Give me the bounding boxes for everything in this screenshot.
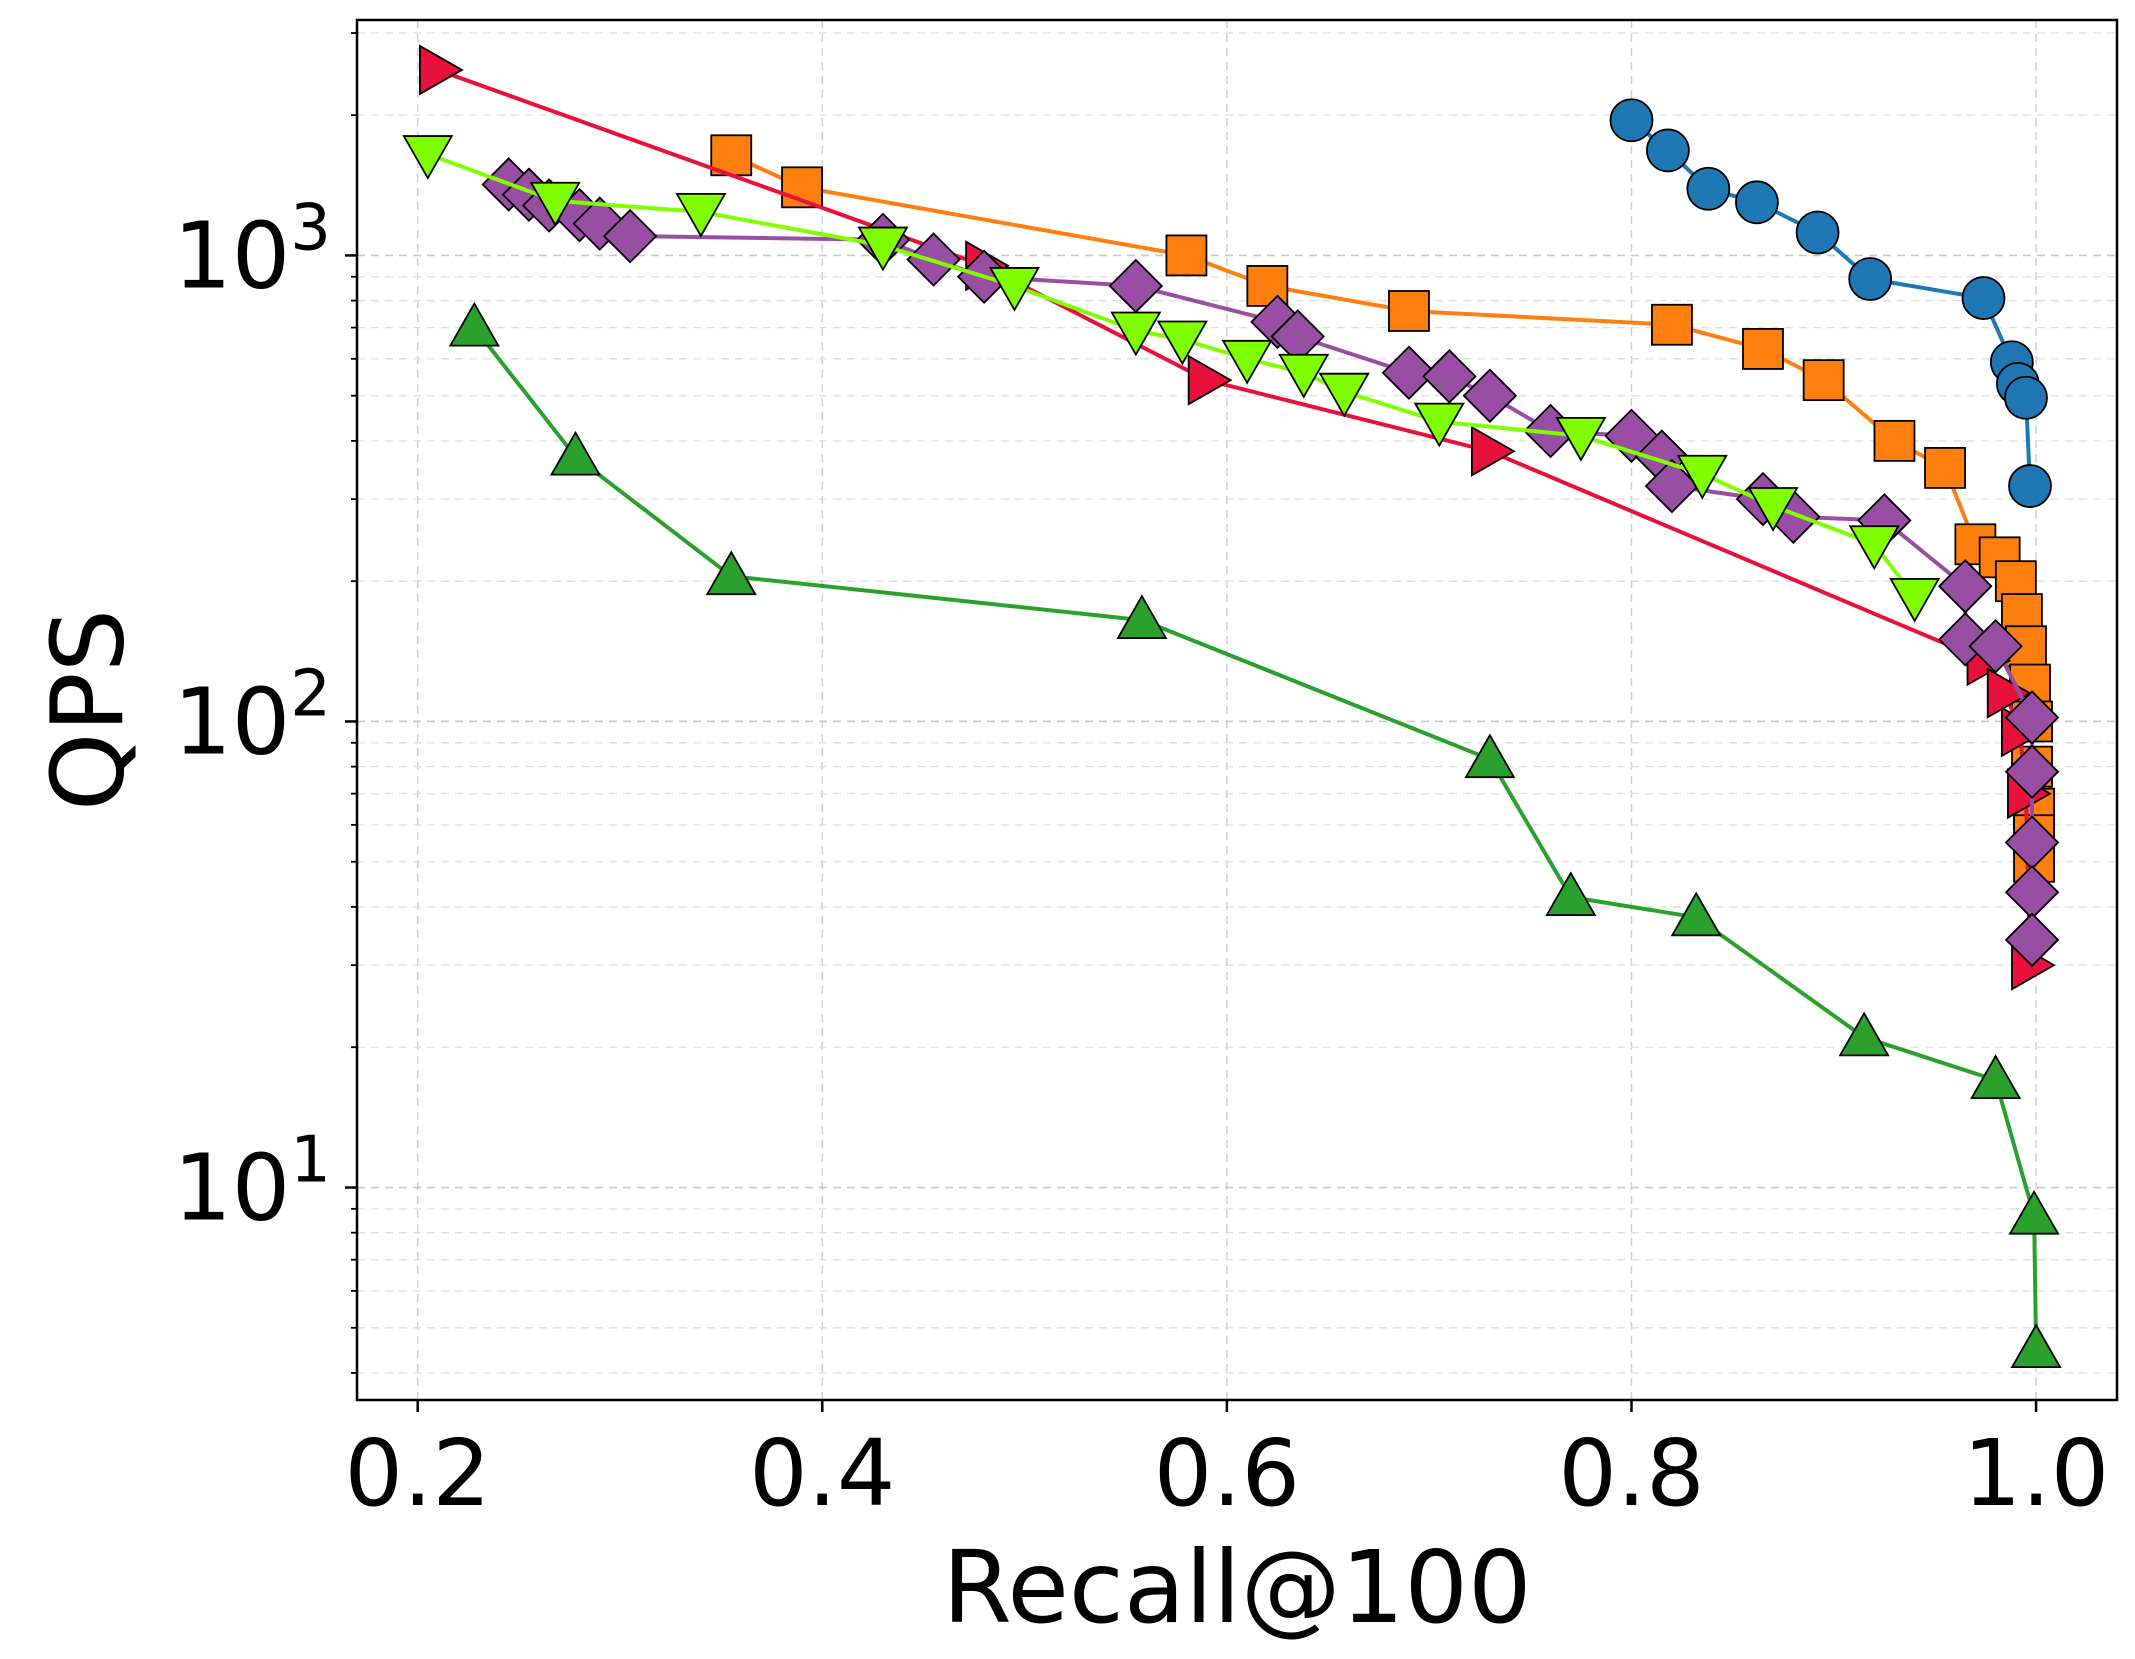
series-orange-square-point <box>1388 290 1430 332</box>
series-red-triangle-right-point <box>1986 667 2032 719</box>
y-tick-base: 10 <box>173 202 290 309</box>
y-tick-exponent: 3 <box>290 191 331 265</box>
y-tick-exponent: 2 <box>290 657 331 731</box>
series-blue-circle-point <box>1609 98 1654 143</box>
series-green-triangle-up-point <box>1116 594 1168 640</box>
series-lime-triangle-down-point <box>1848 525 1900 571</box>
series-blue-circle-point <box>1961 276 2006 320</box>
series-purple-diamond-point <box>2004 690 2060 745</box>
series-green-triangle-up-point <box>448 301 500 347</box>
series-layer <box>402 44 2062 1369</box>
series-red-triangle-right-point <box>419 44 464 96</box>
series-lime-triangle-down <box>402 135 1941 623</box>
series-purple-diamond-point <box>602 208 658 264</box>
series-green-triangle-up-point <box>549 430 602 476</box>
series-blue-circle-point <box>1645 128 1690 173</box>
series-lime-triangle-down-point <box>1156 320 1208 366</box>
series-purple-diamond-point <box>2004 744 2060 800</box>
series-lime-triangle-down-point <box>857 226 909 272</box>
x-tick-label: 0.8 <box>1558 1420 1704 1527</box>
series-blue-circle-point <box>2004 375 2048 420</box>
series-orange-square-point <box>1924 447 1966 489</box>
series-lime-triangle-down-point <box>402 135 454 180</box>
y-tick-label: 103 <box>173 191 331 309</box>
series-lime-triangle-down-point <box>1278 353 1330 399</box>
series-purple-diamond-point <box>1968 618 2023 674</box>
x-tick-label: 0.4 <box>749 1420 895 1527</box>
y-tick-base: 10 <box>173 668 290 775</box>
series-lime-triangle-down-point <box>1747 487 1799 532</box>
series-green-triangle-up-point <box>2008 1189 2060 1235</box>
series-lime-triangle-down-line <box>427 152 1917 599</box>
series-blue-circle-point <box>2008 464 2052 508</box>
series-orange-square-point <box>1651 303 1693 346</box>
series-orange-square-point <box>1742 328 1784 370</box>
series-blue-circle-point <box>1735 180 1779 225</box>
series-lime-triangle-down-point <box>1676 454 1728 500</box>
series-red-triangle-right-point <box>1470 425 1516 477</box>
x-axis-title: Recall@100 <box>942 1529 1531 1646</box>
series-lime-triangle-down-point <box>1413 402 1465 448</box>
series-green-triangle-up-point <box>1545 871 1597 916</box>
series-green-triangle-up <box>448 301 2062 1369</box>
x-tick-label: 0.2 <box>345 1420 491 1527</box>
series-purple-diamond-point <box>1381 345 1437 401</box>
series-lime-triangle-down-point <box>1318 372 1370 418</box>
series-lime-triangle-down-point <box>529 181 581 227</box>
series-lime-triangle-down-point <box>675 192 727 238</box>
grid <box>357 20 2117 1400</box>
series-purple-diamond-point <box>1422 349 1477 404</box>
series-red-triangle-right-point <box>1187 354 1233 406</box>
y-tick-exponent: 1 <box>290 1124 331 1198</box>
series-orange-square-point <box>1165 234 1208 277</box>
series-lime-triangle-down-point <box>1221 339 1273 385</box>
plot-frame <box>355 18 2119 1402</box>
series-lime-triangle-down-point <box>1110 311 1162 357</box>
series-green-triangle-up-point <box>1670 891 1722 937</box>
series-green-triangle-up-point <box>1838 1011 1890 1057</box>
series-purple-diamond-point <box>1462 368 1518 423</box>
series-green-triangle-up-point <box>2010 1323 2062 1369</box>
series-green-triangle-up-point <box>705 550 757 596</box>
series-green-triangle-up-point <box>1464 733 1516 779</box>
y-tick-label: 101 <box>173 1124 331 1242</box>
x-tick-label: 0.6 <box>1154 1420 1300 1527</box>
y-tick-base: 10 <box>173 1135 290 1242</box>
y-tick-label: 102 <box>173 657 331 775</box>
series-lime-triangle-down-point <box>1555 416 1607 462</box>
x-tick-label: 1.0 <box>1963 1420 2109 1527</box>
series-orange-square-point <box>1802 359 1845 402</box>
series-blue-circle-point <box>1795 210 1840 255</box>
series-blue-circle-point <box>1848 257 1893 301</box>
series-blue-circle-point <box>1686 166 1731 211</box>
y-axis-title: QPS <box>29 609 146 812</box>
series-blue-circle <box>1609 98 2052 508</box>
series-purple-diamond-point <box>1644 458 1700 514</box>
series-purple-diamond-point <box>2004 912 2060 968</box>
series-orange-square-point <box>1873 419 1916 462</box>
series-green-triangle-up-point <box>1970 1054 2022 1100</box>
series-lime-triangle-down-point <box>988 267 1041 312</box>
series-lime-triangle-down-point <box>1889 578 1941 623</box>
